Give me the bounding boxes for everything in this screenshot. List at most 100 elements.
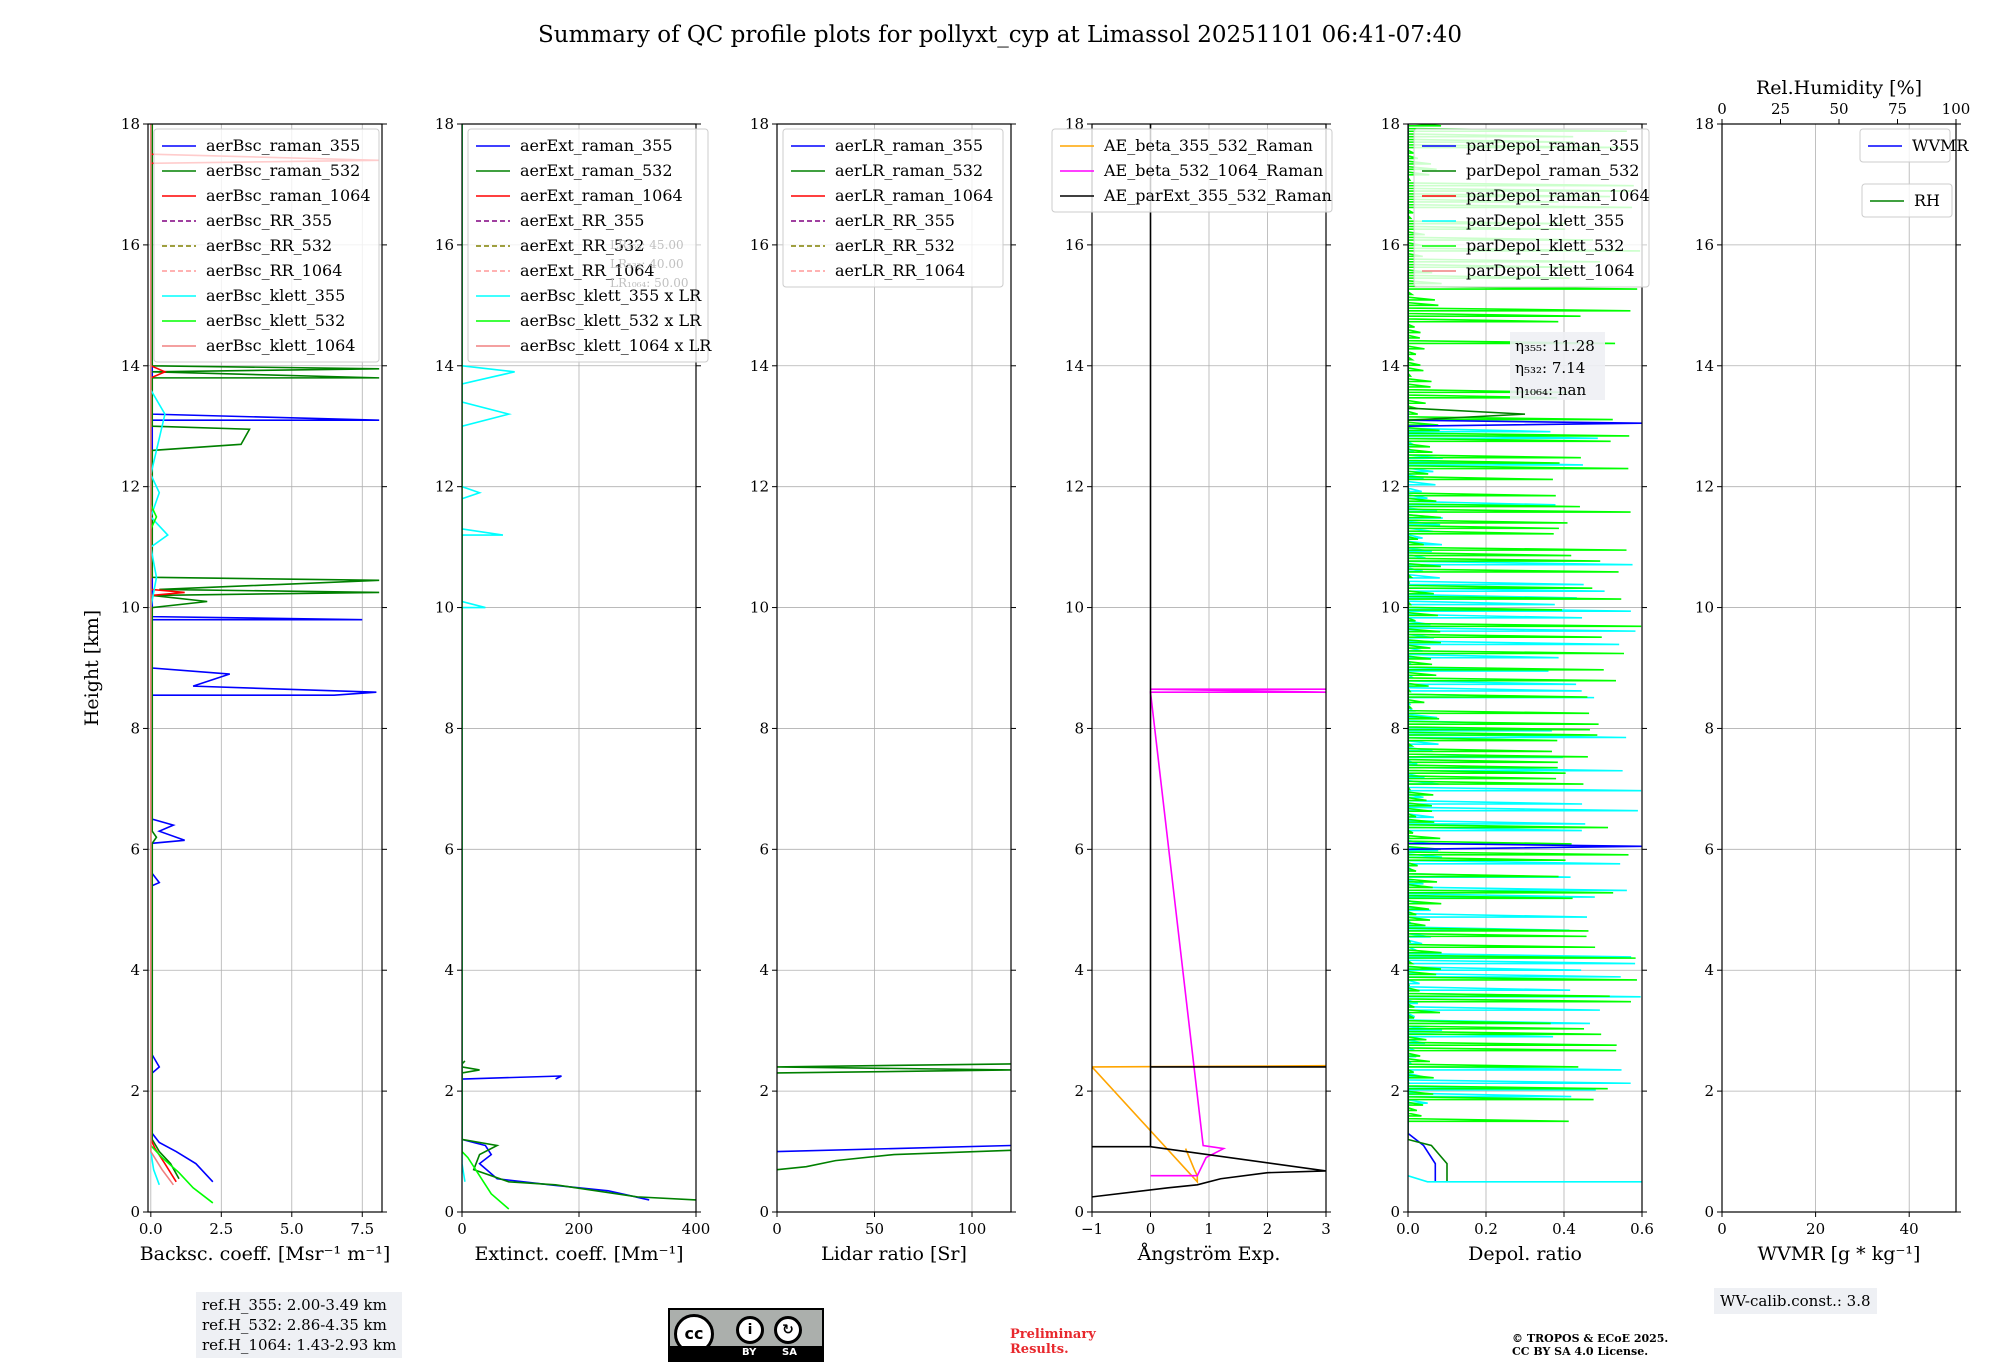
legend-label: parDepol_raman_1064 xyxy=(1466,186,1650,205)
y-tick-label: 8 xyxy=(1704,719,1714,737)
y-tick-label: 16 xyxy=(750,236,769,254)
y-tick-label: 16 xyxy=(1065,236,1084,254)
y-tick-label: 8 xyxy=(1390,719,1400,737)
y-tick-label: 2 xyxy=(1704,1082,1714,1100)
y-tick-label: 10 xyxy=(1381,599,1400,617)
legend-label: AE_beta_532_1064_Raman xyxy=(1103,161,1323,180)
y-tick-label: 2 xyxy=(130,1082,140,1100)
x-axis-label: Extinct. coeff. [Mm⁻¹] xyxy=(474,1243,683,1265)
y-tick-label: 16 xyxy=(435,236,454,254)
legend-bsc: aerBsc_raman_355 aerBsc_raman_532 aerBsc_r… xyxy=(153,128,380,363)
y-tick-label: 14 xyxy=(435,357,454,375)
series-line xyxy=(1408,124,1526,1182)
y-tick-label: 18 xyxy=(1381,115,1400,133)
y-tick-label: 14 xyxy=(750,357,769,375)
legend-label: aerBsc_klett_355 x LR xyxy=(520,286,702,305)
legend-ae: AE_beta_355_532_Raman AE_beta_532_1064_Ra… xyxy=(1051,128,1333,213)
legend-label: aerBsc_klett_1064 xyxy=(206,336,355,355)
series-line xyxy=(1149,688,1326,1177)
series-group-bsc xyxy=(149,124,380,1204)
top-x-tick-label: 100 xyxy=(1942,100,1971,118)
y-tick-label: 6 xyxy=(130,840,140,858)
attribution-person-icon: i xyxy=(736,1316,764,1344)
y-tick-label: 18 xyxy=(1695,115,1714,133)
y-tick-label: 8 xyxy=(1074,719,1084,737)
legend-wv: WVMR xyxy=(1859,128,1969,163)
y-tick-label: 10 xyxy=(750,599,769,617)
legend-label: aerBsc_klett_532 x LR xyxy=(520,311,702,330)
legend-label: parDepol_klett_1064 xyxy=(1466,261,1635,280)
y-tick-label: 12 xyxy=(1065,478,1084,496)
y-tick-label: 6 xyxy=(1390,840,1400,858)
legend-label: aerBsc_RR_1064 xyxy=(206,261,342,280)
y-tick-label: 0 xyxy=(444,1203,454,1221)
legend-label: AE_beta_355_532_Raman xyxy=(1103,136,1313,155)
legend-depol: parDepol_raman_355 parDepol_raman_532 parD… xyxy=(1413,128,1650,288)
series-line xyxy=(1408,124,1642,1182)
series-line xyxy=(150,124,175,1186)
legend-ext: aerExt_raman_355 aerExt_raman_532 aerExt_r… xyxy=(467,128,712,363)
legend-lr: aerLR_raman_355 aerLR_raman_532 aerLR_rama… xyxy=(782,128,1004,288)
y-tick-label: 4 xyxy=(759,961,769,979)
y-tick-label: 2 xyxy=(759,1082,769,1100)
x-tick-label: 400 xyxy=(682,1220,711,1238)
y-tick-label: 4 xyxy=(130,961,140,979)
legend-label: aerBsc_raman_532 xyxy=(206,161,360,180)
legend-label: RH xyxy=(1914,191,1940,210)
preliminary-note: Preliminary Results. xyxy=(1010,1327,1096,1357)
copyright-line-2: CC BY SA 4.0 License. xyxy=(1512,1345,1649,1358)
series-line xyxy=(1408,124,1642,1123)
legend-label: aerBsc_RR_355 xyxy=(206,211,332,230)
series-line xyxy=(1092,124,1326,1198)
legend-label: aerBsc_RR_532 xyxy=(206,236,332,255)
legend-label: aerLR_raman_532 xyxy=(835,161,983,180)
x-tick-label: 100 xyxy=(958,1220,987,1238)
wv-calib-text: WV-calib.const.: 3.8 xyxy=(1720,1292,1871,1310)
x-axis-label: Depol. ratio xyxy=(1468,1243,1582,1265)
legend-box xyxy=(467,128,709,363)
y-tick-label: 0 xyxy=(1704,1203,1714,1221)
legend-label: aerLR_raman_355 xyxy=(835,136,983,155)
y-tick-label: 12 xyxy=(435,478,454,496)
wv-calib-box: WV-calib.const.: 3.8 xyxy=(1714,1288,1877,1314)
x-tick-label: 20 xyxy=(1806,1220,1825,1238)
lr-label: LR₃₅₅: 45.00 xyxy=(610,238,684,252)
x-tick-label: 1 xyxy=(1204,1220,1214,1238)
x-tick-label: 0 xyxy=(772,1220,782,1238)
y-tick-label: 0 xyxy=(759,1203,769,1221)
y-tick-label: 16 xyxy=(1381,236,1400,254)
legend-label: aerExt_raman_1064 xyxy=(520,186,683,205)
y-tick-label: 4 xyxy=(444,961,454,979)
preliminary-line-1: Preliminary xyxy=(1010,1327,1096,1342)
y-tick-label: 14 xyxy=(121,357,140,375)
y-tick-label: 6 xyxy=(1704,840,1714,858)
lr-label: LR₁₀₆₄: 50.00 xyxy=(610,276,688,290)
y-axis-label: Height [km] xyxy=(81,610,103,726)
legend-label: parDepol_klett_355 xyxy=(1466,211,1624,230)
x-tick-label: 0.0 xyxy=(1396,1220,1420,1238)
y-tick-label: 8 xyxy=(130,719,140,737)
top-x-axis-label: Rel.Humidity [%] xyxy=(1756,77,1922,99)
legend-label: WVMR xyxy=(1912,136,1969,155)
series-line xyxy=(462,124,510,1210)
series-group-lr xyxy=(777,1063,1011,1171)
series-line xyxy=(1092,1064,1326,1184)
ref-height-355: ref.H_355: 2.00-3.49 km xyxy=(202,1296,387,1314)
axes-frame xyxy=(776,123,1012,1213)
legend-label: aerBsc_klett_1064 x LR xyxy=(520,336,712,355)
y-tick-label: 2 xyxy=(1074,1082,1084,1100)
y-tick-label: 4 xyxy=(1704,961,1714,979)
x-axis-label: Lidar ratio [Sr] xyxy=(821,1243,967,1265)
eta-label: η₃₅₅: 11.28 xyxy=(1515,337,1595,355)
legend-label: aerExt_raman_355 xyxy=(520,136,673,155)
cc-license-badge[interactable]: cc i ↻ BY SA xyxy=(668,1308,824,1362)
series-line xyxy=(1408,1174,1642,1183)
cc-badge-bar xyxy=(670,1346,822,1360)
top-x-tick-label: 25 xyxy=(1771,100,1790,118)
y-tick-label: 12 xyxy=(1695,478,1714,496)
y-tick-label: 8 xyxy=(444,719,454,737)
ref-height-532: ref.H_532: 2.86-4.35 km xyxy=(202,1316,387,1334)
axes-frame xyxy=(1407,123,1643,1213)
legend-label: aerLR_RR_1064 xyxy=(835,261,965,280)
